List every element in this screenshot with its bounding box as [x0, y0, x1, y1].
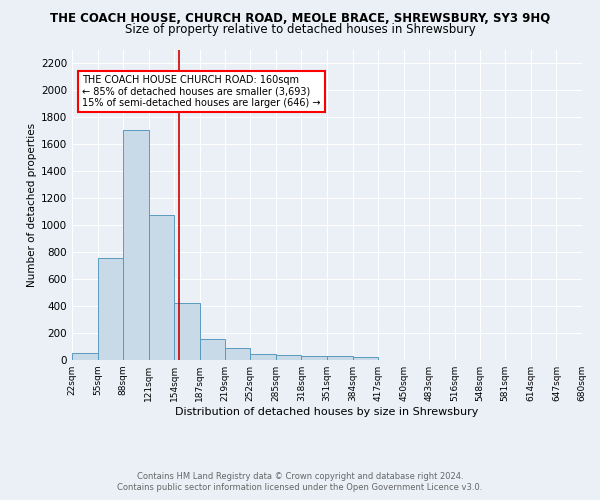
Bar [98, 258, 123, 360]
Text: Size of property relative to detached houses in Shrewsbury: Size of property relative to detached ho… [125, 22, 475, 36]
X-axis label: Distribution of detached houses by size in Shrewsbury: Distribution of detached houses by size … [175, 407, 479, 417]
Text: THE COACH HOUSE, CHURCH ROAD, MEOLE BRACE, SHREWSBURY, SY3 9HQ: THE COACH HOUSE, CHURCH ROAD, MEOLE BRAC… [50, 12, 550, 26]
Bar [224, 348, 250, 360]
Bar [301, 356, 327, 360]
Bar [327, 356, 353, 360]
Bar [72, 352, 98, 360]
Text: Contains HM Land Registry data © Crown copyright and database right 2024.
Contai: Contains HM Land Registry data © Crown c… [118, 472, 482, 492]
Bar [175, 302, 200, 360]
Text: THE COACH HOUSE CHURCH ROAD: 160sqm
← 85% of detached houses are smaller (3,693): THE COACH HOUSE CHURCH ROAD: 160sqm ← 85… [82, 75, 320, 108]
Bar [276, 354, 301, 360]
Bar [250, 354, 276, 360]
Bar [149, 215, 175, 360]
Bar [353, 357, 378, 360]
Y-axis label: Number of detached properties: Number of detached properties [27, 123, 37, 287]
Bar [200, 339, 224, 360]
Bar [123, 130, 149, 360]
